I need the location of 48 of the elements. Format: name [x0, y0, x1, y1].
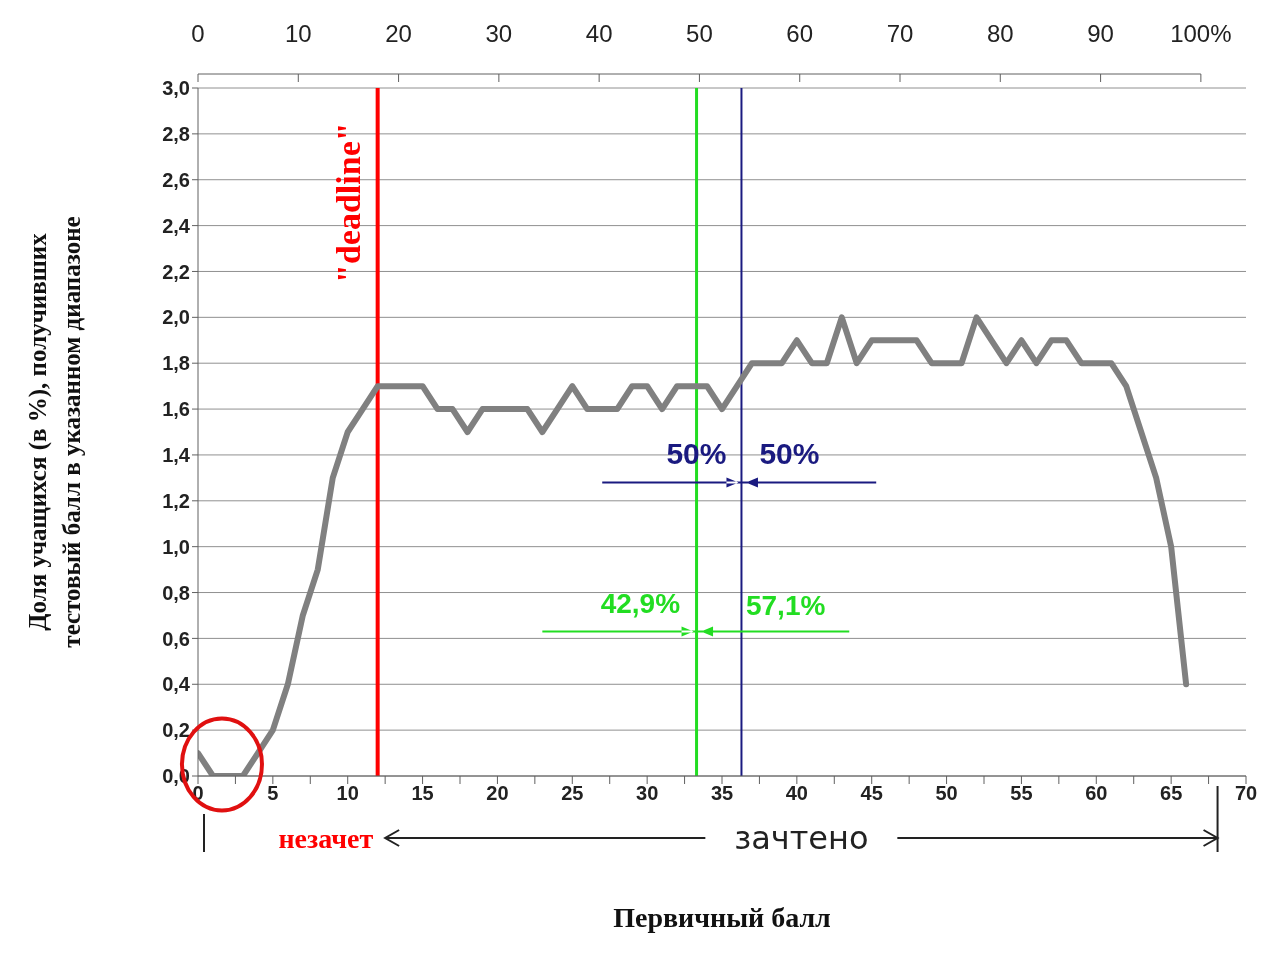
- x-tick-label: 35: [710, 782, 734, 805]
- y-tick-label: 1,4: [162, 444, 191, 467]
- annotation: 50%: [759, 437, 820, 471]
- text: незачет: [278, 823, 374, 854]
- y-tick-label: 0,4: [162, 673, 191, 696]
- y-tick-label: 2,2: [162, 260, 190, 283]
- x-axis-title: Первичный балл: [612, 902, 832, 934]
- y-tick-label: 2,8: [162, 122, 190, 145]
- x-tick-label: 60: [1085, 782, 1108, 805]
- annotation: 57,1%: [745, 590, 826, 622]
- x2-tick-label: 60: [786, 20, 814, 47]
- x2-tick-label: 50: [686, 20, 713, 47]
- y-tick-label: 2,6: [162, 168, 190, 191]
- x2-tick-label: 90: [1087, 20, 1114, 47]
- ref-line-label: "deadline": [329, 122, 367, 283]
- x2-tick-label: 70: [886, 20, 914, 47]
- x-tick-label: 25: [561, 782, 584, 805]
- y-tick-label: 0,2: [162, 719, 190, 742]
- x-tick-label: 10: [336, 782, 359, 805]
- x2-tick-label: 30: [485, 20, 513, 47]
- y-tick-label: 2,4: [162, 214, 191, 237]
- x2-tick-label: 100%: [1170, 20, 1232, 47]
- y-tick-label: 1,0: [162, 535, 190, 558]
- annotation: 42,9%: [600, 588, 681, 620]
- y-tick-label: 1,2: [162, 489, 190, 512]
- x2-tick-label: 20: [385, 20, 412, 47]
- x-tick-label: 55: [1010, 782, 1033, 805]
- y-tick-label: 3,0: [162, 77, 190, 100]
- x2-tick-label: 40: [585, 20, 613, 47]
- y-tick-label: 2,0: [162, 306, 190, 329]
- y-tick-label: 0,8: [162, 581, 190, 604]
- x2-tick-label: 0: [191, 20, 205, 47]
- x2-tick-label: 10: [284, 20, 312, 47]
- y-tick-label: 1,6: [162, 398, 190, 421]
- y-tick-label: 0,6: [162, 627, 190, 650]
- x-tick-label: 20: [486, 782, 509, 805]
- x-tick-label: 65: [1160, 782, 1183, 805]
- y-axis-title: Доля учащихся (в %), получивших тестовый балл в указанном диапазоне: [24, 216, 85, 648]
- text: зачтено: [734, 819, 869, 857]
- y-tick-label: 1,8: [162, 352, 190, 375]
- x-tick-label: 70: [1234, 782, 1258, 805]
- x-tick-label: 45: [860, 782, 883, 805]
- x2-tick-label: 80: [986, 20, 1014, 47]
- x-tick-label: 15: [411, 782, 434, 805]
- x-tick-label: 50: [935, 782, 958, 805]
- x-tick-label: 5: [267, 782, 279, 805]
- x-tick-label: 40: [785, 782, 808, 805]
- x-tick-label: 30: [636, 782, 659, 805]
